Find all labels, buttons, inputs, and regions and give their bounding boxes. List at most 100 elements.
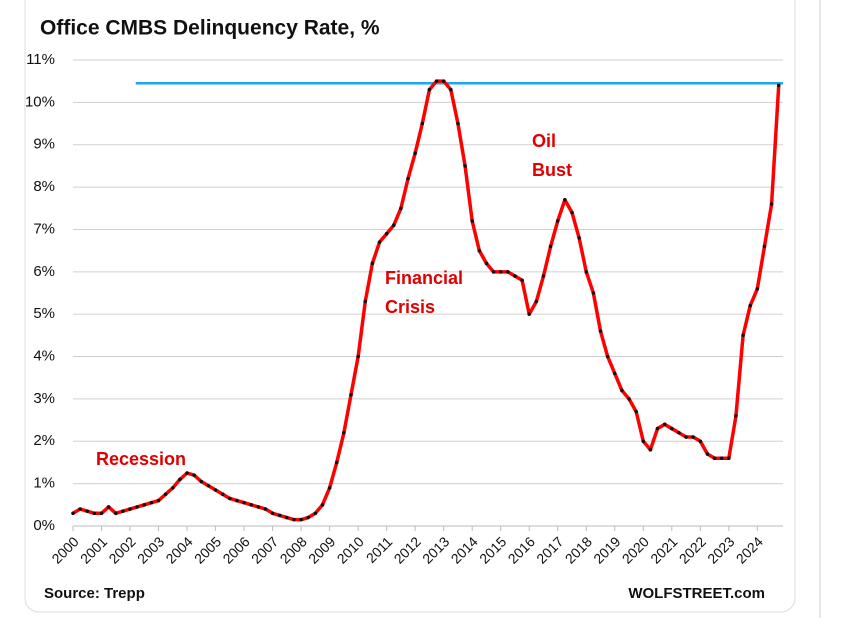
point [285, 515, 289, 520]
point [520, 278, 524, 283]
point [598, 329, 603, 333]
point [199, 479, 204, 484]
point [548, 244, 553, 249]
point [727, 456, 731, 461]
point [691, 435, 695, 439]
point [534, 299, 539, 304]
point [769, 202, 774, 206]
point [655, 426, 660, 431]
card [24, 0, 796, 613]
y-tick-label: 0% [33, 517, 55, 534]
point [449, 87, 453, 92]
point [612, 371, 617, 376]
y-tick-label: 1% [33, 475, 55, 492]
point [734, 414, 738, 418]
point [399, 206, 403, 211]
credit: WOLFSTREET.com [628, 585, 765, 602]
point [377, 240, 382, 244]
point [370, 261, 375, 266]
point [677, 431, 681, 435]
point [491, 270, 496, 274]
point [170, 486, 175, 490]
point [719, 456, 724, 461]
point [185, 471, 189, 475]
annotation: Financial [385, 268, 463, 288]
point [156, 498, 161, 503]
point [648, 447, 653, 452]
y-tick-label: 3% [33, 390, 55, 407]
point [163, 492, 168, 497]
point [342, 431, 346, 435]
point [627, 397, 631, 401]
point [712, 456, 717, 461]
chart-title: Office CMBS Delinquency Rate, % [40, 17, 380, 40]
point [178, 477, 182, 482]
point [220, 492, 225, 497]
point [762, 244, 767, 249]
point [470, 219, 474, 223]
point [106, 505, 111, 509]
point [71, 511, 75, 516]
y-tick-label: 7% [33, 220, 55, 237]
point [570, 210, 574, 215]
point [741, 333, 745, 338]
annotation: Crisis [385, 297, 435, 317]
point [363, 299, 368, 304]
annotation: Recession [96, 449, 186, 469]
point [85, 509, 90, 513]
point [584, 270, 589, 274]
point [755, 286, 760, 291]
point [206, 483, 211, 488]
point [406, 176, 410, 181]
point [391, 223, 396, 228]
point [121, 509, 125, 513]
point [541, 274, 546, 278]
point [384, 231, 389, 236]
point [306, 515, 311, 520]
point [684, 435, 688, 439]
point [149, 500, 154, 505]
point [527, 312, 532, 316]
point [249, 503, 254, 507]
point [563, 198, 567, 202]
point [748, 303, 753, 308]
point [506, 270, 510, 274]
annotation: Oil [532, 131, 556, 151]
point [434, 79, 439, 83]
point [263, 507, 268, 511]
point [356, 354, 360, 359]
y-tick-label: 8% [33, 178, 55, 195]
y-tick-label: 5% [33, 305, 55, 322]
point [413, 151, 417, 155]
point [78, 507, 82, 511]
point [427, 87, 432, 92]
line [72, 79, 781, 522]
point [662, 422, 667, 427]
annotation: Bust [532, 160, 572, 180]
point [463, 164, 467, 168]
point [142, 503, 147, 507]
point [420, 121, 425, 126]
point [605, 354, 610, 359]
point [277, 513, 282, 518]
point [327, 486, 332, 490]
point [270, 511, 275, 516]
point [698, 439, 703, 444]
point [456, 121, 460, 126]
point [242, 500, 246, 505]
point [113, 511, 118, 516]
point [641, 439, 646, 444]
point [299, 517, 303, 522]
point [591, 291, 596, 295]
point [92, 511, 97, 516]
point [313, 511, 318, 516]
point [577, 236, 581, 240]
y-tick-label: 4% [33, 348, 55, 365]
point [484, 261, 489, 266]
point [213, 488, 218, 492]
point [99, 511, 104, 516]
y-tick-label: 6% [33, 263, 55, 280]
point [256, 505, 261, 509]
